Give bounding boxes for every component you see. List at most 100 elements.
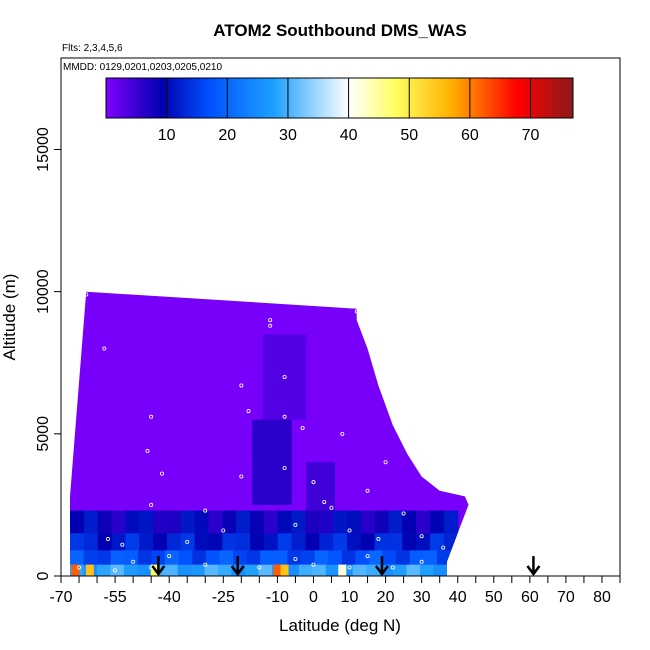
x-tick-label: 70 bbox=[557, 589, 575, 606]
layer-cell bbox=[402, 510, 417, 534]
x-tick-label: 10 bbox=[341, 589, 359, 606]
sample-point bbox=[300, 426, 305, 431]
layer-cell bbox=[180, 533, 196, 551]
heatmap-field bbox=[70, 291, 469, 576]
colorbar-ticks: 10 20 30 40 50 60 70 bbox=[158, 78, 540, 144]
layer-cell bbox=[374, 510, 390, 534]
layer-cell bbox=[419, 564, 435, 576]
sample-point bbox=[113, 568, 118, 573]
layer-cell bbox=[97, 550, 112, 565]
layer-cell bbox=[233, 550, 248, 565]
layer-cell bbox=[125, 510, 140, 534]
layer-cell bbox=[396, 550, 411, 565]
layer-cell bbox=[153, 533, 168, 551]
layer-cell bbox=[291, 533, 307, 551]
layer-cell bbox=[222, 533, 237, 551]
sample-point bbox=[282, 465, 287, 470]
sample-point bbox=[311, 480, 316, 485]
sample-point bbox=[365, 554, 370, 559]
sample-point bbox=[268, 318, 273, 323]
layer-cell bbox=[430, 510, 445, 534]
sample-point bbox=[239, 383, 244, 388]
layer-cell bbox=[319, 510, 334, 534]
layer-cell bbox=[263, 533, 279, 551]
y-tick-label: 15000 bbox=[35, 127, 52, 172]
sample-point bbox=[203, 508, 208, 513]
x-tick-label: 20 bbox=[377, 589, 395, 606]
sample-point bbox=[149, 414, 154, 419]
layer-cell bbox=[139, 510, 154, 534]
y-tick-label: 10000 bbox=[35, 269, 52, 314]
layer-cell bbox=[137, 564, 152, 576]
arrow-head bbox=[230, 565, 245, 577]
sample-point bbox=[293, 556, 298, 561]
layer-cell bbox=[443, 510, 459, 534]
layer-cell bbox=[250, 510, 265, 534]
layer-cell bbox=[379, 564, 394, 576]
surface-hotspot bbox=[338, 564, 347, 576]
layer-cell bbox=[333, 533, 348, 551]
layer-cell bbox=[166, 533, 182, 551]
latitude-arrows bbox=[151, 556, 541, 577]
layer-cell bbox=[360, 510, 376, 534]
chart-title: ATOM2 Southbound DMS_WAS bbox=[213, 21, 466, 40]
colorbar-tick-label: 30 bbox=[279, 127, 297, 144]
layer-cell bbox=[137, 550, 153, 565]
layer-cell bbox=[125, 533, 140, 551]
layer-cell bbox=[246, 550, 261, 565]
sample-point bbox=[354, 309, 359, 314]
sample-point bbox=[329, 505, 334, 510]
layer-cell bbox=[382, 550, 397, 565]
layer-cell bbox=[153, 510, 168, 534]
layer-cell bbox=[208, 533, 223, 551]
sample-point bbox=[145, 448, 150, 453]
sample-point bbox=[383, 460, 388, 465]
surface-hotspot bbox=[273, 564, 282, 576]
layer-cell bbox=[191, 564, 206, 576]
surface-hotspot bbox=[280, 564, 289, 576]
sample-point bbox=[293, 522, 298, 527]
layer-cell bbox=[70, 533, 85, 551]
layer-cell bbox=[260, 550, 275, 565]
layer-cell bbox=[218, 564, 233, 576]
sample-point bbox=[131, 559, 136, 564]
colorbar-tick-label: 20 bbox=[218, 127, 236, 144]
field-interior bbox=[70, 334, 459, 576]
sample-point bbox=[365, 488, 370, 493]
plot-frame bbox=[60, 57, 621, 577]
sample-point bbox=[120, 542, 125, 547]
mmdd-label: MMDD: 0129,0201,0203,0205,0210 bbox=[63, 62, 222, 73]
sample-point bbox=[185, 539, 190, 544]
colorbar-tick-label: 70 bbox=[522, 127, 540, 144]
sample-point bbox=[77, 565, 82, 570]
layer-cell bbox=[291, 510, 307, 534]
layer-cell bbox=[388, 510, 403, 534]
x-tick-label: 30 bbox=[413, 589, 431, 606]
sample-point bbox=[347, 565, 352, 570]
layer-cell bbox=[123, 564, 138, 576]
layer-cell bbox=[285, 564, 300, 576]
x-tick-label: -10 bbox=[266, 589, 289, 606]
layer-cell bbox=[341, 550, 356, 565]
layer-cell bbox=[368, 550, 384, 565]
layer-cell bbox=[273, 550, 289, 565]
layer-cell bbox=[70, 510, 85, 534]
dark-region bbox=[306, 462, 336, 514]
sample-point bbox=[84, 292, 89, 297]
layer-cell bbox=[208, 510, 223, 534]
y-axis: 0 5000 10000 15000 bbox=[35, 127, 61, 580]
layer-cell bbox=[374, 533, 390, 551]
layer-cell bbox=[436, 550, 452, 565]
dark-region bbox=[262, 334, 307, 420]
colorbar bbox=[105, 77, 574, 119]
flights-label: Flts: 2,3,4,5,6 bbox=[62, 43, 123, 54]
x-tick-label: -25 bbox=[212, 589, 235, 606]
layer-cell bbox=[110, 550, 125, 565]
colorbar-tick-label: 10 bbox=[158, 127, 176, 144]
y-tick-label: 0 bbox=[35, 571, 52, 580]
layer-cell bbox=[402, 533, 417, 551]
layer-cell bbox=[97, 533, 113, 551]
x-axis: -70 -55 -40 -25 -10 0 10 20 30 40 50 60 70 80 bbox=[49, 576, 621, 606]
x-tick-label: 0 bbox=[309, 589, 318, 606]
sample-point bbox=[322, 500, 327, 505]
